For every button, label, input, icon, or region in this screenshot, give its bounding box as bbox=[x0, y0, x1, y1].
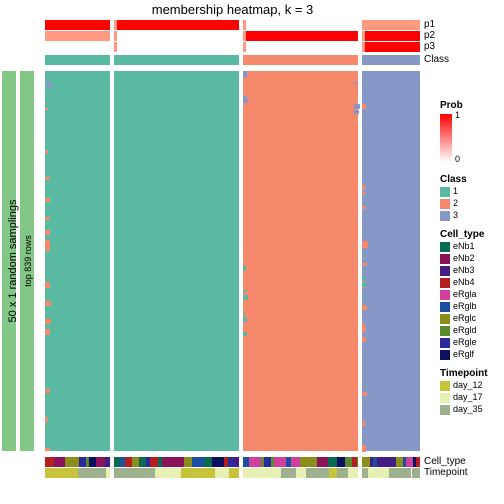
track-p2-b0 bbox=[45, 31, 110, 41]
outer-side-label: 50 x 1 random samplings bbox=[7, 186, 19, 336]
legend-prob-gradient bbox=[440, 114, 452, 162]
heatmap-block-1 bbox=[114, 71, 239, 451]
track-p3-b1 bbox=[114, 42, 239, 52]
label-celltype: Cell_type bbox=[424, 456, 466, 467]
track-p3-b0 bbox=[45, 42, 110, 52]
label-p2: p2 bbox=[424, 30, 435, 41]
class-track-b2 bbox=[243, 55, 358, 65]
heatmap-block-3 bbox=[362, 71, 420, 451]
label-class: Class bbox=[424, 54, 449, 65]
class-track-b1 bbox=[114, 55, 239, 65]
label-p3: p3 bbox=[424, 41, 435, 52]
track-p2-b3 bbox=[362, 31, 420, 41]
track-p1-b1 bbox=[114, 20, 239, 30]
label-timepoint: Timepoint bbox=[424, 467, 468, 478]
label-p1: p1 bbox=[424, 19, 435, 30]
track-p2-b2 bbox=[243, 31, 358, 41]
track-p1-b2 bbox=[243, 20, 358, 30]
chart-title: membership heatmap, k = 3 bbox=[45, 2, 420, 17]
inner-side-label: top 839 rows bbox=[23, 191, 33, 331]
track-p2-b1 bbox=[114, 31, 239, 41]
class-track-b0 bbox=[45, 55, 110, 65]
class-track-b3 bbox=[362, 55, 420, 65]
track-p1-b3 bbox=[362, 20, 420, 30]
heatmap-block-0 bbox=[45, 71, 110, 451]
heatmap-block-2 bbox=[243, 71, 358, 451]
track-p1-b0 bbox=[45, 20, 110, 30]
track-p3-b2 bbox=[243, 42, 358, 52]
track-p3-b3 bbox=[362, 42, 420, 52]
